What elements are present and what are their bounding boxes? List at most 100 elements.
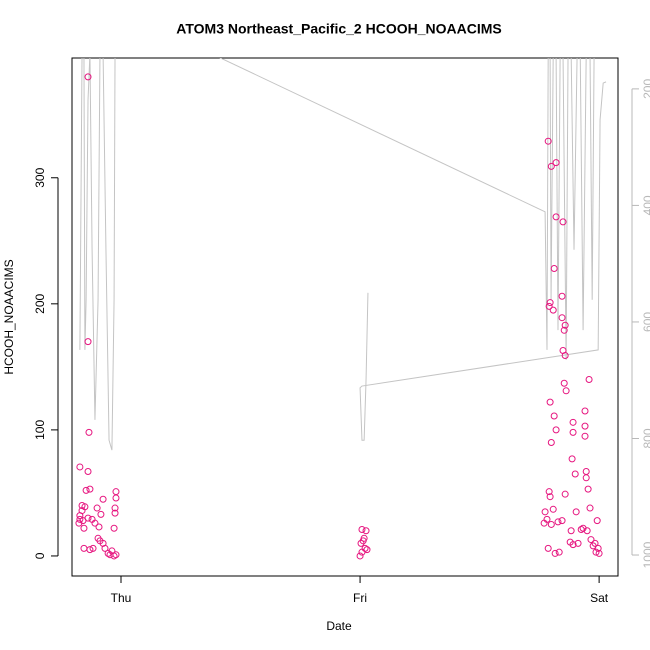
point: [80, 544, 88, 552]
point: [546, 493, 554, 501]
point: [546, 398, 554, 406]
point: [554, 518, 562, 526]
point: [555, 548, 563, 556]
chart-title: ATOM3 Northeast_Pacific_2 HCOOH_NOAACIMS: [176, 21, 501, 37]
point: [84, 514, 92, 522]
point-layer: [75, 73, 603, 560]
point: [581, 432, 589, 440]
point: [558, 314, 566, 322]
point: [84, 338, 92, 346]
point: [593, 517, 601, 525]
point: [559, 218, 567, 226]
x-tick-label: Fri: [353, 591, 367, 605]
y-axis-label: HCOOH_NOAACIMS: [2, 259, 16, 374]
point: [76, 463, 84, 471]
point: [110, 524, 118, 532]
point: [552, 159, 560, 167]
y2-tick-label: 1000: [641, 541, 650, 568]
point: [359, 537, 367, 545]
point: [544, 544, 552, 552]
point: [89, 544, 97, 552]
point: [568, 455, 576, 463]
point: [545, 488, 553, 496]
plot-box: [71, 57, 619, 577]
point: [111, 509, 119, 517]
point: [358, 548, 366, 556]
point: [80, 524, 88, 532]
point: [356, 552, 364, 560]
point: [93, 504, 101, 512]
point: [547, 162, 555, 170]
point: [561, 321, 569, 329]
point: [111, 504, 119, 512]
point: [75, 519, 83, 527]
point: [586, 504, 594, 512]
point: [97, 510, 105, 518]
point: [545, 302, 553, 310]
point: [549, 306, 557, 314]
point: [362, 527, 370, 535]
point: [591, 539, 599, 547]
line-layer: [79, 58, 607, 451]
point: [552, 213, 560, 221]
y2-tick-label: 400: [641, 195, 650, 215]
point: [587, 536, 595, 544]
point: [552, 426, 560, 434]
point: [86, 485, 94, 493]
point: [110, 552, 118, 560]
point: [91, 519, 99, 527]
line: [79, 58, 607, 451]
point: [585, 375, 593, 383]
point: [85, 428, 93, 436]
point: [547, 520, 555, 528]
point: [541, 508, 549, 516]
y-tick-label: 100: [33, 420, 47, 440]
point: [560, 326, 568, 334]
point: [550, 265, 558, 273]
point: [76, 515, 84, 523]
point: [567, 527, 575, 535]
y2-tick-label: 600: [641, 312, 650, 332]
point: [584, 485, 592, 493]
point: [569, 541, 577, 549]
point: [561, 352, 569, 360]
y-tick-label: 200: [33, 293, 47, 313]
x-tick-label: Sat: [590, 591, 609, 605]
point: [562, 387, 570, 395]
point: [560, 379, 568, 387]
point: [551, 549, 559, 557]
point: [561, 490, 569, 498]
point: [594, 544, 602, 552]
point: [101, 544, 109, 552]
point: [95, 523, 103, 531]
point: [82, 486, 90, 494]
point: [546, 299, 554, 307]
point: [84, 467, 92, 475]
point: [592, 548, 600, 556]
point: [574, 539, 582, 547]
y2-tick-label: 200: [641, 79, 650, 99]
point: [78, 507, 86, 515]
point: [581, 422, 589, 430]
y-tick-label: 300: [33, 167, 47, 187]
x-axis-label: Date: [326, 619, 352, 633]
y2-tick-label: 800: [641, 428, 650, 448]
point: [544, 137, 552, 145]
point: [112, 488, 120, 496]
point: [84, 73, 92, 81]
point: [581, 407, 589, 415]
point: [569, 428, 577, 436]
point: [569, 418, 577, 426]
point: [558, 292, 566, 300]
y-tick-label: 0: [33, 552, 47, 559]
point: [358, 525, 366, 533]
point: [558, 517, 566, 525]
point: [112, 494, 120, 502]
point: [86, 546, 94, 554]
point: [577, 525, 585, 533]
point: [572, 508, 580, 516]
point: [595, 549, 603, 557]
x-tick-label: Thu: [111, 591, 132, 605]
point: [112, 551, 120, 559]
